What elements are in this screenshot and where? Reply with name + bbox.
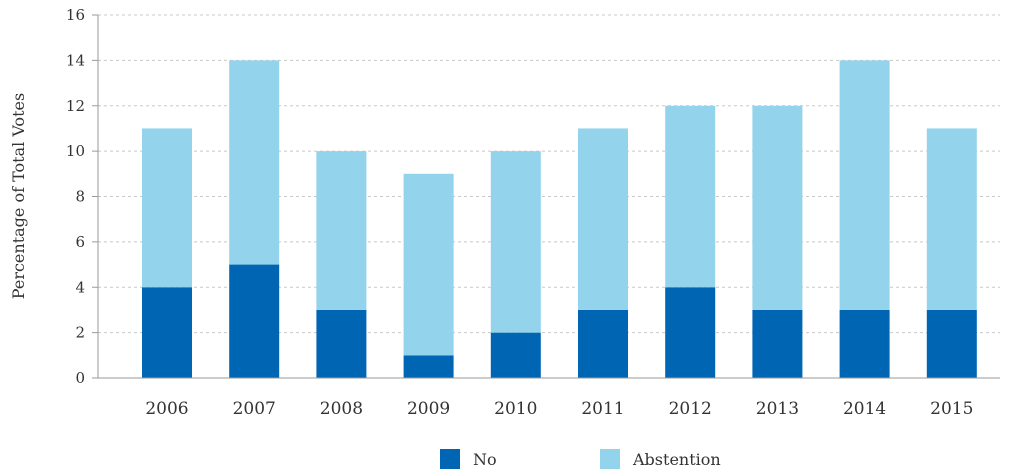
bar-no-2008	[316, 309, 367, 378]
bars	[142, 60, 977, 378]
y-tick-label: 2	[75, 324, 85, 342]
bar-abstention-2014	[839, 60, 890, 310]
y-tick-label: 14	[66, 51, 85, 69]
y-tick-label: 8	[75, 188, 85, 206]
bar-abstention-2015	[926, 128, 977, 310]
bar-abstention-2009	[403, 173, 454, 356]
bar-no-2015	[926, 309, 977, 378]
x-tick-label: 2014	[843, 399, 886, 419]
x-tick-label: 2009	[407, 399, 450, 419]
x-tick-label: 2013	[756, 399, 799, 419]
x-tick-label: 2012	[669, 399, 712, 419]
y-tick-label: 4	[75, 278, 85, 296]
y-axis-label: Percentage of Total Votes	[9, 93, 28, 299]
y-tick-label: 6	[75, 233, 85, 251]
x-tick-label: 2006	[145, 399, 188, 419]
x-tick-label: 2008	[320, 399, 363, 419]
bar-abstention-2010	[490, 151, 541, 333]
bar-no-2009	[403, 355, 454, 378]
x-tick-label: 2015	[930, 399, 973, 419]
y-tick-label: 10	[66, 142, 85, 160]
bar-abstention-2013	[752, 105, 803, 310]
y-tick-label: 0	[75, 369, 85, 387]
x-tick-label: 2011	[581, 399, 624, 419]
bar-abstention-2006	[142, 128, 192, 288]
y-tick-label: 16	[66, 6, 85, 24]
legend-swatch-abstention	[600, 449, 620, 469]
x-tick-label: 2007	[233, 399, 276, 419]
bar-abstention-2008	[316, 151, 367, 310]
x-tick-label: 2010	[494, 399, 537, 419]
legend-swatch-no	[440, 449, 460, 469]
bar-no-2011	[578, 309, 628, 378]
y-tick-label: 12	[66, 97, 85, 115]
bar-no-2007	[229, 264, 280, 378]
bar-abstention-2007	[229, 60, 280, 265]
bar-no-2012	[665, 287, 716, 378]
bar-no-2006	[142, 287, 192, 378]
axes: 0 2 4 6 8 10 12 14 16 2006 2007 2008 2009 2010 2011 201…	[66, 6, 1000, 419]
legend-label-no: No	[473, 450, 497, 469]
bar-no-2014	[839, 309, 890, 378]
bar-abstention-2012	[665, 105, 716, 288]
bar-no-2010	[490, 332, 541, 378]
legend: No Abstention	[440, 449, 721, 469]
bar-abstention-2011	[578, 128, 628, 310]
legend-label-abstention: Abstention	[632, 450, 721, 469]
bar-no-2013	[752, 309, 803, 378]
